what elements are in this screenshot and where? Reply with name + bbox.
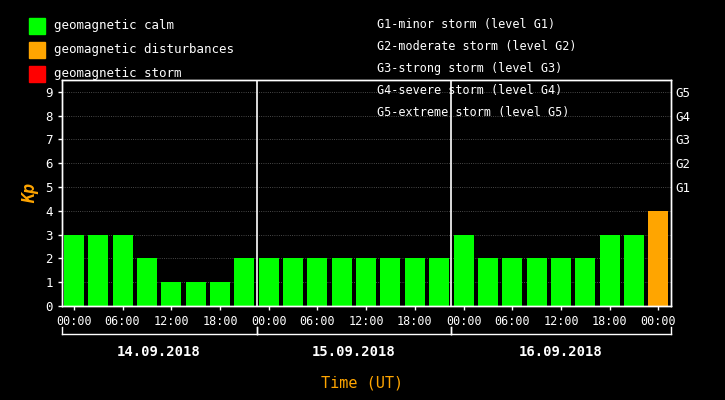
Bar — [526, 258, 547, 306]
Text: 15.09.2018: 15.09.2018 — [312, 345, 396, 359]
Y-axis label: Kp: Kp — [22, 183, 40, 203]
Bar — [356, 258, 376, 306]
Bar — [551, 258, 571, 306]
Bar — [454, 235, 473, 306]
Bar — [64, 235, 84, 306]
Bar — [112, 235, 133, 306]
Bar — [137, 258, 157, 306]
Text: geomagnetic storm: geomagnetic storm — [54, 68, 181, 80]
Text: geomagnetic disturbances: geomagnetic disturbances — [54, 44, 233, 56]
Text: Time (UT): Time (UT) — [321, 375, 404, 390]
Bar — [283, 258, 303, 306]
Bar — [624, 235, 644, 306]
Bar — [186, 282, 206, 306]
Bar — [600, 235, 620, 306]
Bar — [259, 258, 278, 306]
Text: G4-severe storm (level G4): G4-severe storm (level G4) — [377, 84, 563, 97]
Text: geomagnetic calm: geomagnetic calm — [54, 20, 174, 32]
Text: G2-moderate storm (level G2): G2-moderate storm (level G2) — [377, 40, 576, 53]
Bar — [648, 211, 668, 306]
Bar — [502, 258, 522, 306]
Bar — [161, 282, 181, 306]
Bar — [381, 258, 400, 306]
Text: G5-extreme storm (level G5): G5-extreme storm (level G5) — [377, 106, 569, 119]
Text: 16.09.2018: 16.09.2018 — [519, 345, 603, 359]
Text: G1-minor storm (level G1): G1-minor storm (level G1) — [377, 18, 555, 31]
Bar — [478, 258, 498, 306]
Bar — [405, 258, 425, 306]
Text: 14.09.2018: 14.09.2018 — [117, 345, 201, 359]
Bar — [307, 258, 328, 306]
Bar — [234, 258, 254, 306]
Bar — [210, 282, 230, 306]
Bar — [88, 235, 108, 306]
Bar — [429, 258, 450, 306]
Text: G3-strong storm (level G3): G3-strong storm (level G3) — [377, 62, 563, 75]
Bar — [576, 258, 595, 306]
Bar — [332, 258, 352, 306]
